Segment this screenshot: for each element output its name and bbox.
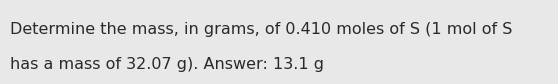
Text: Determine the mass, in grams, of 0.410 moles of S (1 mol of S: Determine the mass, in grams, of 0.410 m…: [10, 22, 512, 37]
Text: has a mass of 32.07 g). Answer: 13.1 g: has a mass of 32.07 g). Answer: 13.1 g: [10, 57, 324, 72]
